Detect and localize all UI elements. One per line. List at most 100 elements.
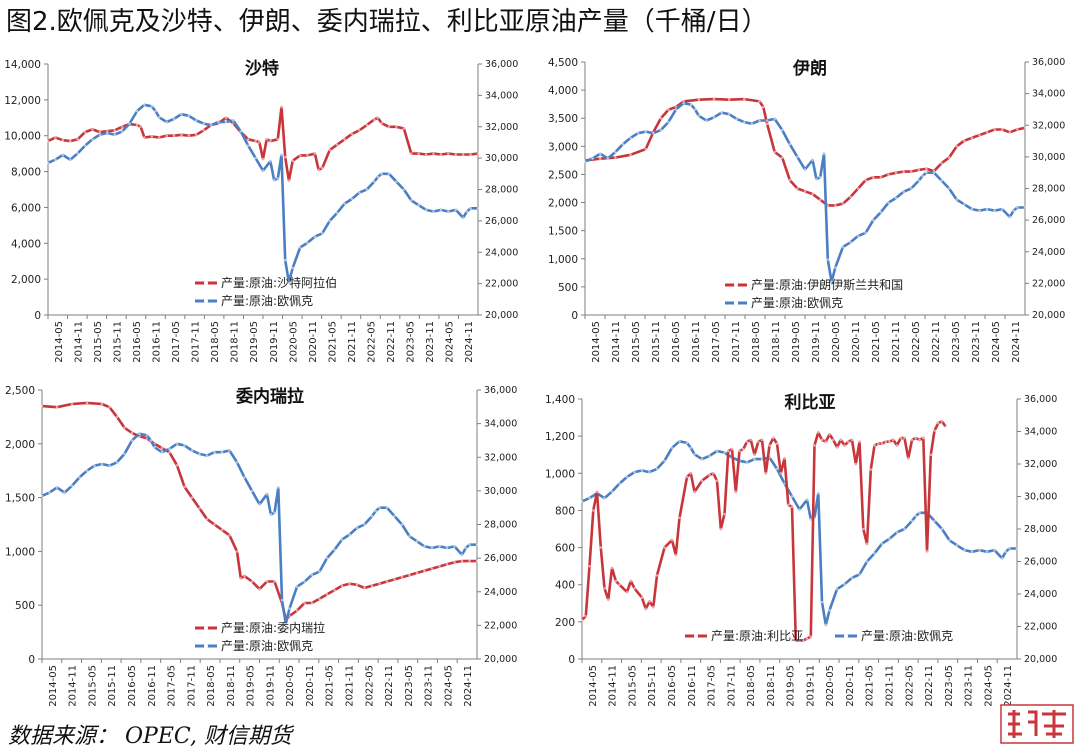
left-tick-label: 4,500 [548,57,578,69]
data-point [963,139,966,143]
data-point [303,580,306,583]
data-point [599,546,603,549]
x-tick-label: 2017-05 [707,665,718,707]
data-point [363,523,366,526]
left-tick-label: 4,000 [548,85,578,97]
data-point [903,436,906,440]
data-point [880,542,884,545]
data-point [370,584,374,588]
data-point [786,503,790,507]
data-point [1016,128,1019,131]
data-point [651,605,655,609]
data-point [803,190,807,193]
data-point [963,203,966,206]
x-tick-label: 2023-11 [964,665,975,707]
data-point [614,579,618,583]
left-tick-label: 3,000 [548,141,578,153]
x-tick-label: 2023-11 [425,321,436,363]
data-point [194,119,198,122]
data-point [598,152,602,156]
data-point [743,120,746,124]
data-point [834,266,837,269]
data-point [321,166,324,170]
x-tick-label: 2014-11 [611,321,622,363]
data-point [68,158,72,161]
x-tick-label: 2020-05 [288,321,299,363]
data-point [445,546,449,550]
x-tick-label: 2016-11 [691,321,702,363]
data-point [340,538,344,541]
x-tick-label: 2023-11 [971,321,982,363]
data-point [820,438,824,442]
x-tick-label: 2020-05 [285,665,296,707]
data-point [372,180,376,183]
data-point [475,543,479,546]
right-tick-label: 32,000 [1032,120,1065,131]
right-tick-label: 34,000 [484,419,517,430]
data-point [910,438,914,442]
data-point [258,587,261,591]
x-tick-label: 2023-05 [944,665,955,707]
data-point [468,543,471,546]
right-tick-label: 24,000 [485,247,518,258]
legend-marker [204,626,208,630]
x-tick-label: 2019-11 [265,665,276,707]
data-point [801,639,805,642]
x-tick-label: 2019-11 [805,665,816,707]
data-point [243,476,246,479]
x-tick-label: 2020-05 [825,665,836,707]
data-point [340,584,344,588]
data-point [606,598,610,601]
x-tick-label: 2017-11 [726,665,737,707]
data-point [464,546,468,550]
left-tick-label: 200 [555,617,575,629]
data-point [603,587,606,590]
x-tick-label: 2015-11 [107,665,118,707]
data-point [727,98,731,101]
data-point [417,152,420,155]
data-point [291,266,294,270]
data-point [187,134,191,138]
data-point [591,509,595,512]
data-point [745,440,749,444]
data-point [447,210,450,213]
data-point [816,491,820,495]
left-tick-label: 500 [558,282,578,294]
data-point [246,144,250,147]
data-point [595,490,599,494]
data-point [153,445,156,449]
data-point [850,576,854,580]
right-tick-label: 26,000 [1024,557,1057,568]
data-point [98,130,102,134]
data-point [183,485,186,489]
data-point [333,548,336,552]
x-tick-label: 2023-11 [424,665,435,707]
panel-title: 伊朗 [792,58,827,79]
data-point [805,637,809,640]
x-tick-label: 2021-11 [884,665,895,707]
data-point [310,601,314,605]
data-point [828,608,831,612]
data-point [106,131,109,135]
data-point [213,523,216,526]
data-point [265,492,269,496]
data-point [843,444,846,447]
data-point [172,117,176,121]
right-tick-label: 22,000 [484,620,517,631]
x-tick-label: 2023-05 [406,321,417,363]
data-point [644,607,648,611]
data-point [1016,206,1019,209]
x-tick-label: 2017-11 [191,321,202,363]
right-tick-label: 24,000 [484,587,517,598]
data-point [822,152,826,156]
x-tick-label: 2017-05 [711,321,722,363]
x-tick-label: 2021-11 [347,321,358,363]
data-point [903,527,906,531]
data-point [476,152,480,155]
data-point [678,516,681,520]
data-point [947,187,951,190]
data-point [239,577,243,580]
data-point [280,153,283,157]
data-point [115,415,119,419]
data-point [165,134,168,138]
